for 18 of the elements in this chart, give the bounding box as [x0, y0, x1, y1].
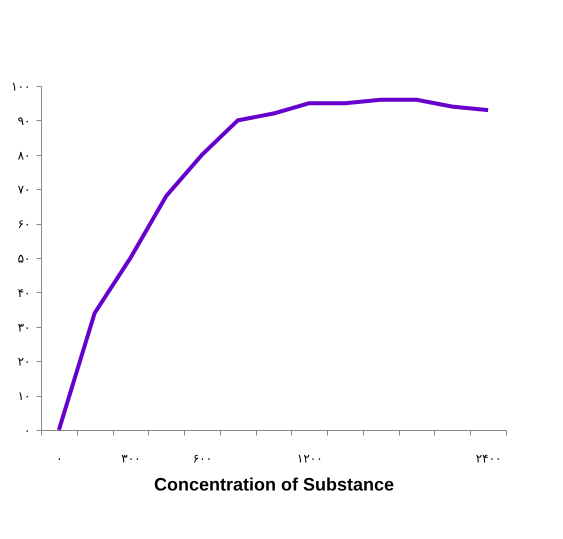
line-series	[56, 98, 490, 432]
x-tick-label: ۲۴۰۰	[476, 452, 502, 466]
y-tick-label: ۶۰	[18, 217, 30, 232]
y-tick-label: ۲۰	[18, 354, 30, 369]
y-tick-label: ۴۰	[18, 286, 30, 300]
x-tick-label: ۳۰۰	[121, 452, 141, 466]
y-tick-label: ۵۰	[18, 252, 30, 266]
x-tick-label: ۱۲۰۰	[296, 452, 323, 466]
y-tick-label: ۷۰	[18, 182, 30, 197]
y-tick-label: ۹۰	[18, 114, 30, 128]
y-tick-label: ۰	[24, 424, 30, 438]
x-axis-title: Concentration of Substance	[154, 474, 394, 494]
y-tick-label: ۳۰	[18, 320, 30, 334]
y-tick-label: ۸۰	[18, 148, 30, 162]
x-tick-label: ۶۰۰	[192, 452, 212, 466]
y-tick-label: ۱۰	[18, 389, 30, 404]
x-tick-label: ۰	[56, 452, 63, 466]
y-tick-label: ۱۰۰	[11, 80, 30, 94]
